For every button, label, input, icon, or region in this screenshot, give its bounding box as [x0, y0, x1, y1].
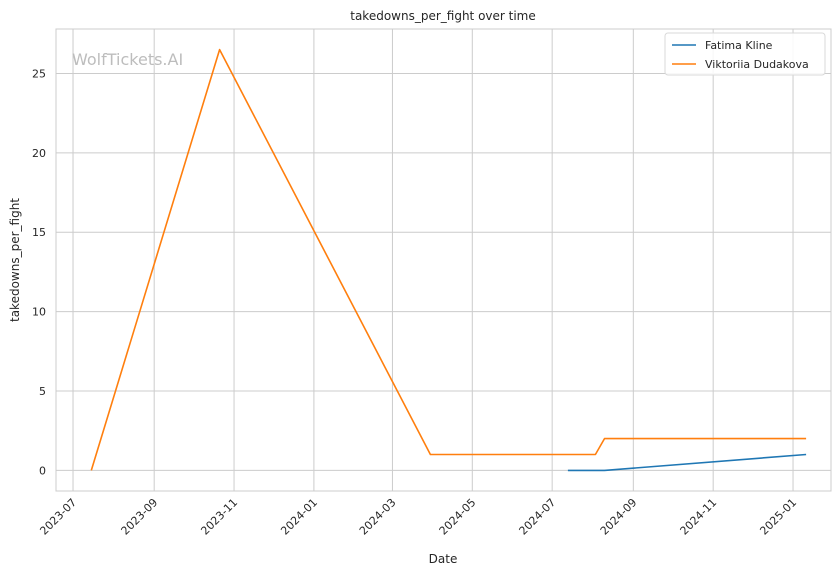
chart-title: takedowns_per_fight over time: [350, 9, 536, 23]
y-tick-label-25: 25: [32, 67, 46, 80]
y-tick-label-5: 5: [39, 385, 46, 398]
legend-box: [664, 32, 826, 76]
series-layer: [90, 48, 807, 472]
y-tick-label-15: 15: [32, 226, 46, 239]
legend-label-1: Viktoriia Dudakova: [705, 58, 809, 71]
plot-frame: [55, 28, 832, 492]
y-axis-label: takedowns_per_fight: [8, 198, 22, 322]
x-tick-label-2024-01: 2024-01: [278, 496, 320, 538]
legend-label-0: Fatima Kline: [705, 39, 773, 52]
legend: Fatima Kline Viktoriia Dudakova: [664, 32, 826, 76]
x-tick-label-2024-09: 2024-09: [598, 496, 640, 538]
x-tick-label-2024-05: 2024-05: [437, 496, 479, 538]
x-tick-labels: 2023-07 2023-09 2023-11 2024-01 2024-03 2024-…: [37, 496, 799, 538]
y-tick-label-10: 10: [32, 306, 46, 319]
x-tick-label-2024-07: 2024-07: [517, 496, 559, 538]
series-line-1: [90, 48, 807, 471]
x-tick-label-2024-03: 2024-03: [357, 496, 399, 538]
x-tick-label-2023-11: 2023-11: [198, 496, 240, 538]
x-axis-label: Date: [429, 552, 458, 566]
x-tick-label-2024-11: 2024-11: [678, 496, 720, 538]
y-tick-label-0: 0: [39, 464, 46, 477]
grid: [56, 29, 831, 491]
y-tick-label-20: 20: [32, 147, 46, 160]
x-tick-label-2023-09: 2023-09: [119, 496, 161, 538]
x-tick-label-2025-01: 2025-01: [757, 496, 799, 538]
y-tick-labels: 0 5 10 15 20 25: [32, 67, 46, 477]
series-line-0: [567, 453, 807, 472]
watermark: WolfTickets.AI: [72, 50, 183, 69]
x-tick-label-2023-07: 2023-07: [37, 496, 79, 538]
